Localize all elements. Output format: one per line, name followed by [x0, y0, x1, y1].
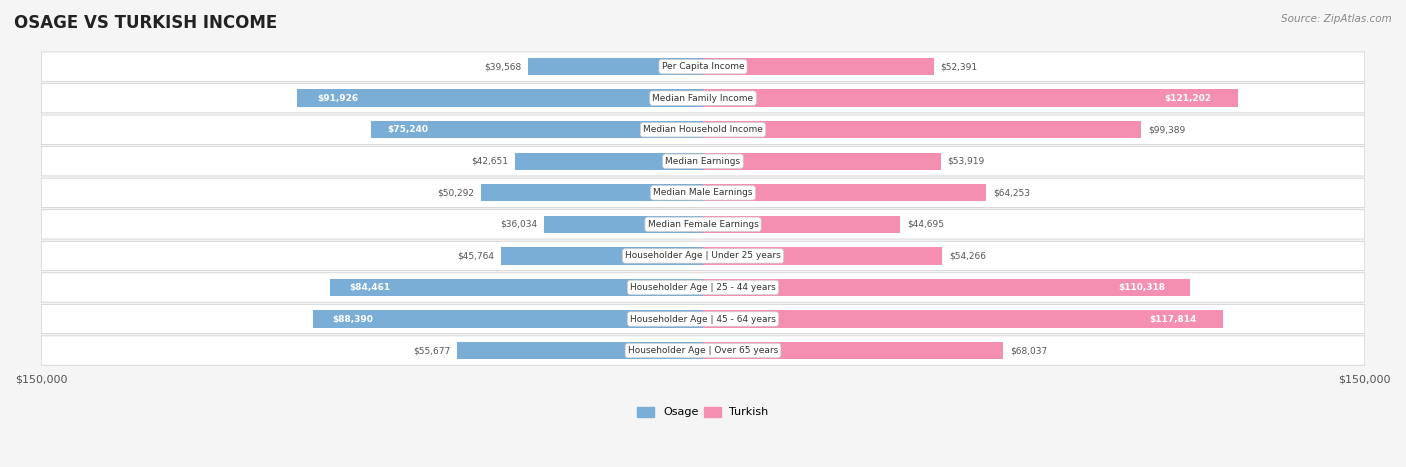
- Text: $50,292: $50,292: [437, 188, 474, 198]
- Text: $75,240: $75,240: [388, 125, 429, 134]
- Text: Median Earnings: Median Earnings: [665, 157, 741, 166]
- Bar: [529, 58, 703, 75]
- Text: $36,034: $36,034: [501, 220, 537, 229]
- Text: $53,919: $53,919: [948, 157, 984, 166]
- Text: $64,253: $64,253: [993, 188, 1031, 198]
- Text: $91,926: $91,926: [318, 94, 359, 103]
- Bar: [703, 216, 900, 233]
- Text: OSAGE VS TURKISH INCOME: OSAGE VS TURKISH INCOME: [14, 14, 277, 32]
- FancyBboxPatch shape: [41, 304, 1365, 334]
- Text: Median Family Income: Median Family Income: [652, 94, 754, 103]
- Text: Source: ZipAtlas.com: Source: ZipAtlas.com: [1281, 14, 1392, 24]
- Text: $99,389: $99,389: [1149, 125, 1185, 134]
- Bar: [314, 311, 703, 328]
- FancyBboxPatch shape: [41, 84, 1365, 113]
- Text: $84,461: $84,461: [349, 283, 389, 292]
- Legend: Osage, Turkish: Osage, Turkish: [633, 402, 773, 422]
- Text: $45,764: $45,764: [457, 251, 495, 261]
- FancyBboxPatch shape: [41, 210, 1365, 239]
- Text: $54,266: $54,266: [949, 251, 986, 261]
- FancyBboxPatch shape: [41, 273, 1365, 302]
- Text: $44,695: $44,695: [907, 220, 943, 229]
- Text: $68,037: $68,037: [1010, 346, 1047, 355]
- Bar: [703, 153, 941, 170]
- Bar: [330, 279, 703, 296]
- FancyBboxPatch shape: [41, 52, 1365, 81]
- Text: Householder Age | 45 - 64 years: Householder Age | 45 - 64 years: [630, 314, 776, 324]
- Bar: [457, 342, 703, 359]
- Text: $110,318: $110,318: [1118, 283, 1166, 292]
- Text: Median Household Income: Median Household Income: [643, 125, 763, 134]
- FancyBboxPatch shape: [41, 115, 1365, 144]
- Text: $121,202: $121,202: [1164, 94, 1211, 103]
- Bar: [481, 184, 703, 201]
- Bar: [703, 58, 934, 75]
- Text: $52,391: $52,391: [941, 62, 979, 71]
- Text: Per Capita Income: Per Capita Income: [662, 62, 744, 71]
- Bar: [703, 279, 1189, 296]
- Bar: [703, 184, 987, 201]
- Text: Median Male Earnings: Median Male Earnings: [654, 188, 752, 198]
- Bar: [703, 342, 1002, 359]
- Text: Median Female Earnings: Median Female Earnings: [648, 220, 758, 229]
- Text: Householder Age | Over 65 years: Householder Age | Over 65 years: [628, 346, 778, 355]
- FancyBboxPatch shape: [41, 147, 1365, 176]
- FancyBboxPatch shape: [41, 241, 1365, 270]
- FancyBboxPatch shape: [41, 178, 1365, 207]
- Bar: [703, 247, 942, 265]
- Text: $42,651: $42,651: [471, 157, 508, 166]
- Bar: [703, 311, 1223, 328]
- Text: $117,814: $117,814: [1149, 314, 1197, 324]
- Bar: [501, 247, 703, 265]
- Text: $88,390: $88,390: [333, 314, 374, 324]
- Bar: [703, 121, 1142, 138]
- Text: $55,677: $55,677: [413, 346, 451, 355]
- Text: Householder Age | 25 - 44 years: Householder Age | 25 - 44 years: [630, 283, 776, 292]
- Bar: [298, 90, 703, 107]
- FancyBboxPatch shape: [41, 336, 1365, 365]
- Text: Householder Age | Under 25 years: Householder Age | Under 25 years: [626, 251, 780, 261]
- Bar: [515, 153, 703, 170]
- Bar: [544, 216, 703, 233]
- Text: $39,568: $39,568: [485, 62, 522, 71]
- Bar: [703, 90, 1237, 107]
- Bar: [371, 121, 703, 138]
